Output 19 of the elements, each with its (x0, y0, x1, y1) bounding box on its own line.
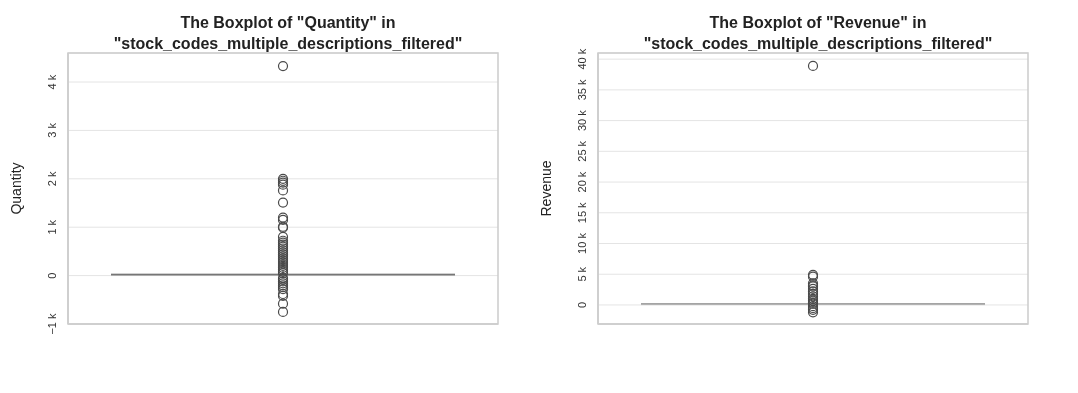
y-tick-label: −1 k (46, 312, 58, 335)
chart-title: The Boxplot of "Revenue" in "stock_codes_multiple_descriptions_filtered" (642, 13, 994, 54)
y-tick-label: 10 k (576, 232, 588, 254)
y-tick-label: 3 k (46, 122, 58, 138)
y-tick-label: 30 k (576, 109, 588, 131)
y-axis-title: Revenue (537, 160, 554, 217)
y-tick-label: 20 k (576, 171, 588, 193)
y-tick-label: 5 k (576, 266, 588, 282)
y-tick-label: 0 (46, 272, 58, 279)
y-tick-label: 0 (576, 301, 588, 309)
chart-title: The Boxplot of "Quantity" in "stock_codes_multiple_descriptions_filtered" (112, 13, 464, 54)
y-tick-label: 1 k (46, 219, 58, 235)
y-tick-label: 40 k (576, 48, 588, 70)
y-tick-label: 35 k (576, 78, 588, 101)
y-tick-label: 15 k (576, 201, 588, 224)
y-axis-title: Quantity (7, 162, 24, 215)
y-tick-label: 2 k (46, 170, 58, 187)
y-tick-label: 25 k (576, 140, 588, 162)
y-tick-label: 4 k (46, 74, 58, 90)
